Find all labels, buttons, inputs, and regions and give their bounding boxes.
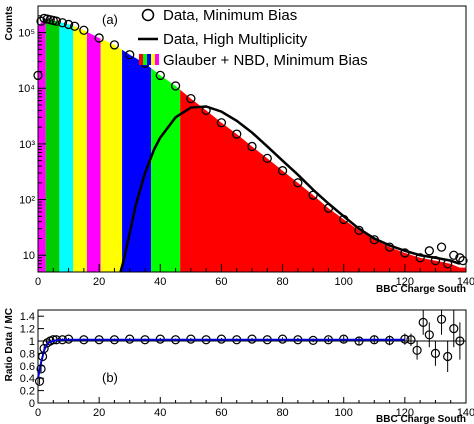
y-tick-label: 0.8 (20, 348, 35, 360)
panel-label-a: (a) (102, 12, 118, 27)
y-tick-label: 1.4 (20, 311, 35, 323)
histogram-band-4 (86, 31, 101, 272)
legend-label-glauber: Glauber + NBD, Minimum Bias (163, 52, 368, 69)
x-tick-label: 40 (154, 407, 166, 419)
top-y-ticks: 10 10² 10³ 10⁴ 10⁵ (18, 5, 46, 273)
data-point (125, 50, 135, 60)
histogram-band-7 (151, 68, 181, 272)
legend-label-minimum-bias: Data, Minimum Bias (163, 7, 297, 24)
bottom-panel: 0 20 40 60 80 100 120 140 00.20.40.60.811.21.4 … (4, 308, 474, 424)
histogram-band-0 (38, 18, 46, 272)
legend-label-high-multiplicity: Data, High Multiplicity (163, 31, 308, 48)
x-tick-label: 80 (276, 407, 288, 419)
fit-line (37, 338, 405, 379)
bottom-y-ticks: 00.20.40.60.811.21.4 (20, 311, 44, 410)
x-tick-label: 120 (396, 407, 414, 419)
data-point (94, 33, 104, 43)
panel-label-b: (b) (102, 370, 118, 385)
ratio-point (406, 335, 416, 345)
bottom-x-axis-label: BBC Charge South (376, 414, 466, 424)
x-tick-label: 0 (35, 276, 41, 288)
data-point (36, 16, 46, 26)
x-tick-label: 140 (457, 407, 474, 419)
data-point (109, 40, 120, 50)
x-tick-label: 20 (93, 276, 105, 288)
legend-open-circle-icon (141, 8, 155, 22)
legend: Data, Minimum Bias Data, High Multiplici… (138, 7, 368, 69)
data-point (186, 93, 196, 104)
data-point (70, 21, 80, 31)
bottom-x-ticks: 0 20 40 60 80 100 120 140 (35, 397, 474, 419)
ratio-point (354, 336, 364, 346)
data-point (247, 141, 257, 152)
ratio-point (443, 351, 453, 362)
histogram-band-5 (100, 38, 123, 273)
y-tick-label: 0 (29, 398, 35, 410)
data-point (262, 153, 272, 164)
data-point (277, 166, 288, 176)
data-point (57, 18, 68, 28)
ratio-point (449, 324, 459, 334)
y-tick-label: 1.2 (20, 324, 35, 336)
data-point (436, 242, 447, 252)
ratio-point (412, 345, 422, 355)
x-tick-label: 80 (276, 276, 288, 288)
top-panel: 0 20 40 60 80 100 120 140 10 10² 10³ 10⁴ 10⁵ (a) BB… (4, 5, 474, 295)
data-point (458, 255, 468, 266)
data-point (155, 70, 165, 81)
ratio-point (436, 314, 447, 324)
histogram-band-1 (45, 18, 60, 272)
x-tick-label: 140 (457, 276, 474, 288)
data-point (424, 246, 434, 256)
data-point (79, 25, 89, 35)
ratio-point (455, 336, 465, 346)
x-tick-label: 60 (215, 407, 227, 419)
y-tick-label: 0.4 (20, 373, 35, 385)
histogram-band-2 (59, 21, 74, 273)
top-x-axis-label: BBC Charge South (376, 284, 466, 295)
data-point (293, 178, 303, 188)
y-tick-label: 10³ (19, 139, 35, 151)
y-tick-label: 10⁵ (18, 28, 35, 40)
legend-color-bands-icon (139, 54, 159, 65)
ratio-points (34, 310, 465, 386)
bottom-frame (37, 309, 467, 404)
data-point (415, 253, 425, 263)
x-tick-label: 120 (396, 276, 414, 288)
histogram-band-8 (180, 89, 466, 273)
histogram-band-6 (122, 49, 152, 273)
ratio-point (34, 376, 45, 386)
top-y-axis-label: Counts (4, 6, 15, 41)
data-point (216, 118, 227, 128)
ratio-point (424, 330, 434, 340)
data-point (232, 129, 242, 139)
high-multiplicity-line (119, 105, 461, 273)
bottom-y-axis-label: Ratio Data / MC (4, 308, 15, 381)
x-tick-label: 100 (335, 407, 353, 419)
y-tick-label: 0.6 (20, 361, 35, 373)
histogram-band-3 (73, 25, 87, 272)
y-tick-label: 0.2 (20, 386, 35, 398)
ratio-point (418, 317, 428, 327)
x-tick-label: 20 (93, 407, 105, 419)
x-tick-label: 100 (335, 276, 353, 288)
y-tick-label: 1 (29, 336, 35, 348)
x-tick-label: 60 (215, 276, 227, 288)
data-point (455, 253, 465, 263)
x-tick-label: 0 (35, 407, 41, 419)
top-x-ticks: 0 20 40 60 80 100 120 140 (35, 264, 474, 288)
y-tick-label: 10² (19, 195, 35, 207)
ratio-point (430, 348, 441, 358)
data-point (170, 81, 181, 91)
data-point (449, 250, 459, 260)
x-tick-label: 40 (154, 276, 166, 288)
data-point (63, 19, 74, 30)
y-tick-label: 10⁴ (18, 83, 35, 95)
data-point (51, 16, 61, 26)
y-tick-label: 10 (23, 250, 35, 262)
